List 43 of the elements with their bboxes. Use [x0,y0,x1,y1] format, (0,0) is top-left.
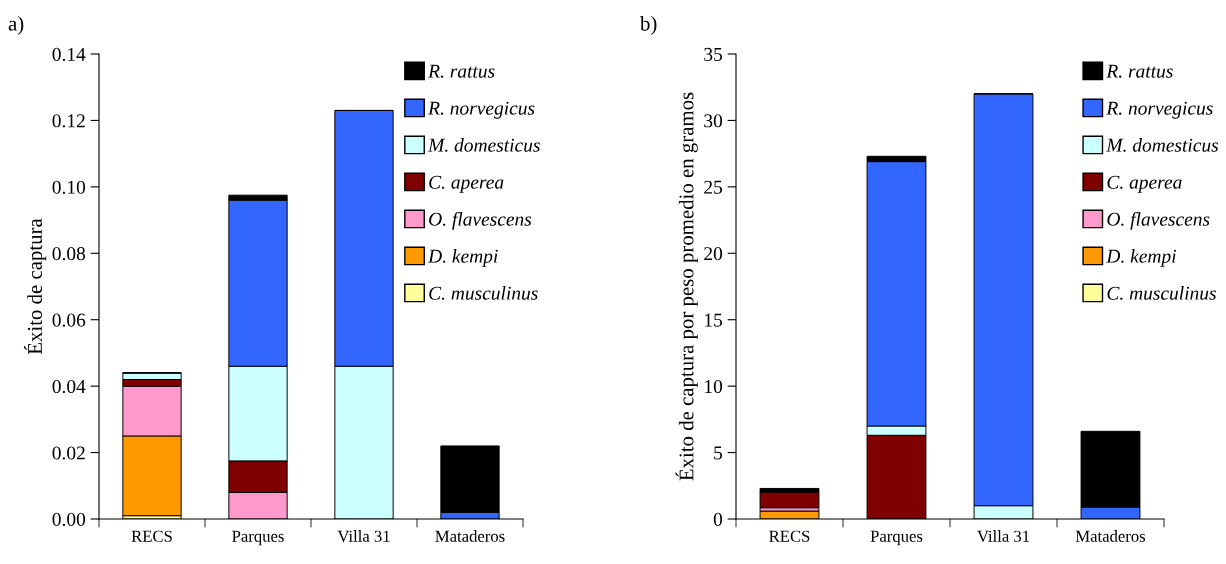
x-tick-label: RECS [131,530,172,542]
y-tick-label: 0.06 [52,313,86,327]
legend-label: C. aperea [1107,175,1182,193]
legend-label: R. norvegicus [1106,101,1213,119]
y-tick-label: 5 [714,446,723,460]
chart-title: b) [640,16,657,35]
x-tick-label: Villa 31 [977,530,1030,542]
legend-label: R. rattus [428,64,495,78]
x-tick-label: RECS [769,530,810,542]
y-axis-title: Éxito de captura [23,218,47,355]
y-tick-label: 20 [704,247,723,261]
y-tick-label: 0.02 [52,446,85,460]
y-axis-title: Éxito de captura por peso promedio en gramos [675,92,698,481]
legend-label: M. domesticus [1106,138,1219,152]
x-tick-label: Parques [870,530,923,546]
y-tick-label: 0.10 [52,180,86,194]
y-tick-label: 10 [705,379,723,394]
x-tick-label: Villa 31 [337,530,390,542]
y-tick-label: 0.04 [52,379,86,394]
y-tick-label: 25 [704,180,723,194]
legend-label: O. flavescens [429,211,532,230]
y-tick-label: 15 [705,313,723,327]
legend-label: R. norvegicus [428,101,535,119]
y-tick-label: 0.14 [52,47,86,62]
legend-label: O. flavescens [1107,211,1210,230]
x-tick-label: Parques [232,530,284,546]
y-tick-label: 30 [704,114,723,128]
x-tick-label: Mataderos [435,530,505,542]
legend-label: M. domesticus [427,138,540,152]
y-tick-label: 0.00 [52,512,86,527]
y-tick-label: 0 [713,512,723,526]
legend-label: C. aperea [429,175,504,193]
chart-title: a) [8,16,24,35]
y-tick-label: 0.08 [52,247,86,261]
legend-label: R. rattus [1106,64,1173,78]
legend-label: C. musculinus [1107,286,1216,300]
legend-label: D. kempi [427,249,498,267]
bar [759,491,820,509]
x-tick-label: Mataderos [1075,530,1146,542]
legend-label: D. kempi [1106,249,1176,267]
y-tick-label: 35 [704,47,723,61]
legend-label: C. musculinus [429,286,538,300]
y-tick-label: 0.12 [52,114,85,128]
